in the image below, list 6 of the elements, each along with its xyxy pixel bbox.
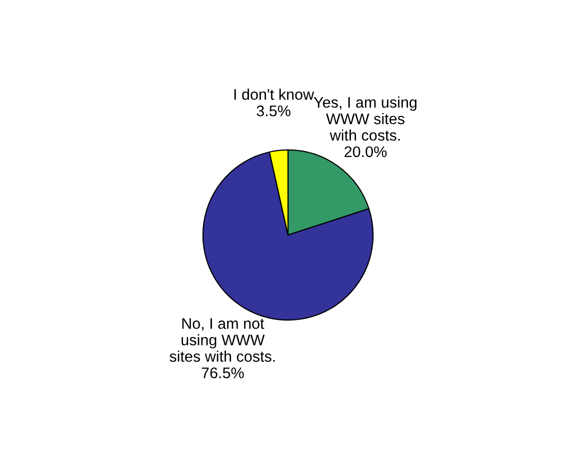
data-label: 76.5% (202, 367, 244, 378)
slice-label: I don't know (234, 88, 314, 100)
data-label: 20.0% (344, 146, 387, 158)
slice-label: No, I am not using WWW sites with costs. (170, 318, 275, 362)
data-label: 3.5% (256, 105, 290, 116)
slice-label: Yes, I am using WWW sites with costs. (314, 96, 416, 141)
